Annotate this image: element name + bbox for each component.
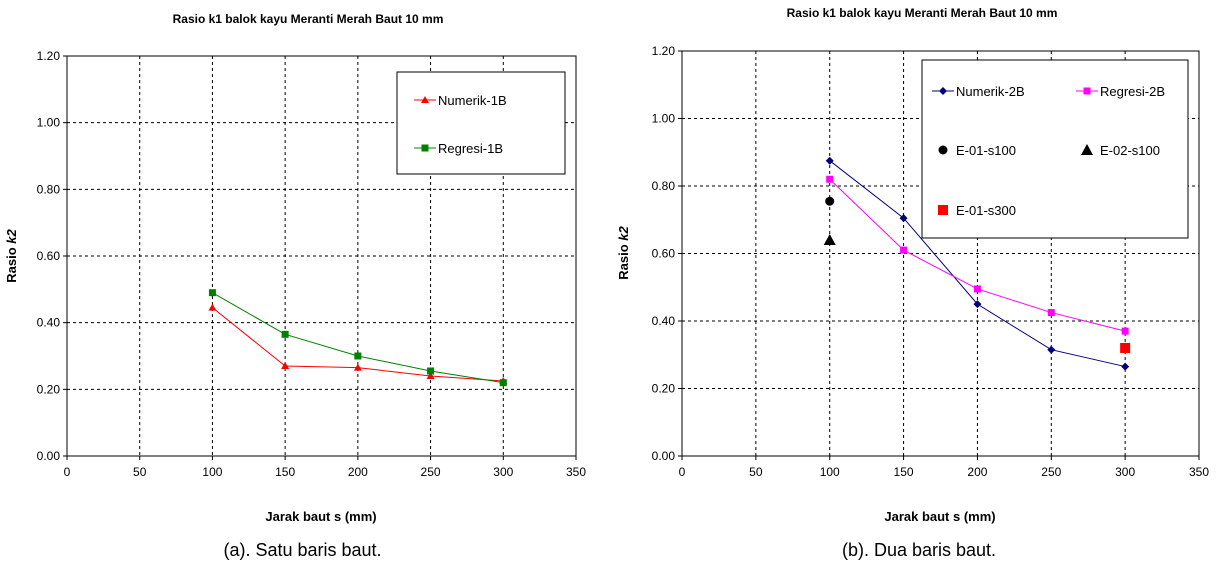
data-point-regresi-1b [281, 330, 289, 338]
legend-entry-regresi-2b: Regresi-2B [1076, 84, 1165, 99]
data-point-numerik-1b [208, 303, 217, 311]
legend-label: E-01-s300 [956, 203, 1016, 218]
x-tick-label: 0 [679, 465, 686, 479]
legend-entry-e-01-s300: E-01-s300 [938, 203, 1016, 218]
y-tick-label: 0.00 [652, 449, 676, 463]
data-point-numerik-2b [825, 156, 834, 165]
chart-title: Rasio k1 balok kayu Meranti Merah Baut 1… [173, 12, 444, 26]
data-point-regresi-2b [900, 246, 908, 254]
legend-marker [938, 205, 948, 215]
chart-a: Rasio k1 balok kayu Meranti Merah Baut 1… [4, 12, 586, 524]
data-point-numerik-1b [426, 372, 435, 379]
y-tick-label: 1.20 [37, 49, 61, 63]
legend-label: Regresi-2B [1100, 84, 1165, 99]
x-tick-label: 50 [133, 465, 147, 479]
legend-entry-numerik-2b: Numerik-2B [932, 84, 1025, 99]
y-tick-label: 0.40 [37, 316, 61, 330]
chart-panel-a: Rasio k1 balok kayu Meranti Merah Baut 1… [0, 0, 605, 572]
data-point-regresi-1b [499, 379, 507, 387]
legend-label: Numerik-2B [956, 84, 1025, 99]
chart-title: Rasio k1 balok kayu Meranti Merah Baut 1… [787, 6, 1058, 20]
y-tick-label: 0.60 [37, 249, 61, 263]
x-tick-label: 250 [1041, 465, 1061, 479]
legend-marker [1083, 87, 1091, 95]
legend-label: E-02-s100 [1100, 143, 1160, 158]
data-point-e-01-s100 [825, 196, 835, 206]
y-tick-label: 0.80 [652, 179, 676, 193]
x-tick-label: 150 [275, 465, 295, 479]
legend-box [921, 59, 1189, 239]
data-point-regresi-2b [1121, 327, 1129, 335]
legend-entry-e-01-s100: E-01-s100 [938, 143, 1016, 158]
x-tick-label: 200 [348, 465, 368, 479]
legend-entry-numerik-1b: Numerik-1B [414, 93, 507, 108]
x-tick-label: 350 [566, 465, 586, 479]
y-tick-label: 1.00 [652, 112, 676, 126]
legend-box [396, 71, 566, 175]
x-tick-label: 50 [749, 465, 763, 479]
legend-marker [1081, 144, 1093, 155]
legend-label: E-01-s100 [956, 143, 1016, 158]
y-tick-label: 0.80 [37, 182, 61, 196]
x-tick-label: 250 [421, 465, 441, 479]
chart-panel-b: Rasio k1 balok kayu Meranti Merah Baut 1… [612, 0, 1226, 572]
data-point-numerik-1b [353, 363, 362, 371]
y-tick-label: 0.40 [652, 314, 676, 328]
data-point-numerik-2b [973, 300, 982, 309]
y-tick-label: 1.20 [652, 44, 676, 58]
data-point-numerik-2b [1047, 345, 1056, 354]
y-axis-label: Rasio k2 [616, 225, 631, 279]
x-axis-label: Jarak baut s (mm) [265, 509, 376, 524]
y-tick-label: 0.00 [37, 449, 61, 463]
data-point-e-02-s100 [823, 234, 836, 245]
data-point-e-01-s300 [1120, 343, 1131, 353]
x-tick-label: 300 [1115, 465, 1135, 479]
legend-marker [939, 87, 947, 95]
x-tick-label: 200 [967, 465, 987, 479]
y-tick-label: 1.00 [37, 116, 61, 130]
data-point-regresi-1b [208, 289, 216, 297]
chart-b: Rasio k1 balok kayu Meranti Merah Baut 1… [616, 6, 1209, 524]
legend-entry-e-02-s100: E-02-s100 [1081, 143, 1160, 158]
legend-marker [421, 144, 429, 152]
x-axis-label: Jarak baut s (mm) [884, 509, 995, 524]
data-point-numerik-2b [899, 214, 908, 223]
x-tick-label: 100 [202, 465, 222, 479]
x-tick-label: 350 [1189, 465, 1209, 479]
legend-entry-regresi-1b: Regresi-1B [414, 141, 503, 156]
data-point-numerik-1b [281, 362, 290, 369]
x-tick-label: 300 [493, 465, 513, 479]
data-point-regresi-1b [427, 367, 435, 375]
legend-marker [938, 145, 948, 155]
y-tick-label: 0.20 [652, 382, 676, 396]
legend: Numerik-2B Regresi-2B E-01-s100 E-02-s100 E-… [921, 59, 1189, 239]
data-point-regresi-2b [1047, 309, 1055, 317]
data-point-regresi-2b [826, 175, 834, 183]
y-tick-label: 0.60 [652, 247, 676, 261]
x-tick-label: 100 [820, 465, 840, 479]
legend-marker [421, 96, 429, 103]
legend-label: Numerik-1B [438, 93, 507, 108]
figure-caption: (a). Satu baris baut. [223, 540, 382, 560]
data-point-regresi-1b [354, 352, 362, 360]
x-tick-label: 0 [64, 465, 71, 479]
y-tick-label: 0.20 [37, 382, 61, 396]
legend-label: Regresi-1B [438, 141, 503, 156]
legend: Numerik-1B Regresi-1B [396, 71, 566, 175]
data-point-numerik-2b [1121, 362, 1130, 371]
y-axis-label: Rasio k2 [4, 228, 19, 282]
x-tick-label: 150 [894, 465, 914, 479]
figure-caption: (b). Dua baris baut. [841, 540, 997, 560]
data-point-regresi-2b [973, 285, 981, 293]
